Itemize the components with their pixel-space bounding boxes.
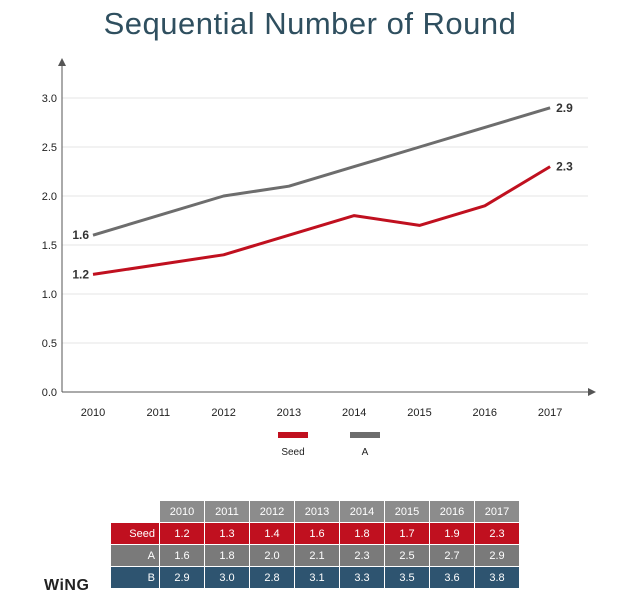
table-cell: 3.1 <box>294 566 340 589</box>
table-row-label: B <box>110 566 160 589</box>
table-cell: 3.3 <box>339 566 385 589</box>
table-header-cell: 2012 <box>249 500 295 523</box>
table-cell: 3.5 <box>384 566 430 589</box>
series-line-a <box>92 106 551 237</box>
table-header-cell: 2013 <box>294 500 340 523</box>
end-value-label: 2.3 <box>556 160 573 174</box>
table-cell: 3.8 <box>474 566 520 589</box>
table-cell: 2.0 <box>249 544 295 567</box>
y-tick-label: 1.5 <box>42 240 57 252</box>
table-header-cell: 2017 <box>474 500 520 523</box>
table-header-row: 2010 2011 2012 2013 2014 2015 2016 2017 <box>111 500 520 523</box>
y-tick-label: 2.5 <box>42 142 57 154</box>
y-tick-label: 3.0 <box>42 93 57 105</box>
y-tick-label: 1.0 <box>42 289 57 301</box>
x-tick-label: 2010 <box>81 407 105 419</box>
table-header-cell: 2011 <box>204 500 250 523</box>
table-row: A 1.6 1.8 2.0 2.1 2.3 2.5 2.7 2.9 <box>110 544 520 567</box>
x-tick-label: 2011 <box>146 407 170 419</box>
legend-label-a: A <box>362 447 369 458</box>
legend-swatch-seed <box>278 432 308 438</box>
table-cell: 3.6 <box>429 566 475 589</box>
table-header-cell: 2010 <box>159 500 205 523</box>
table-cell: 2.1 <box>294 544 340 567</box>
y-tick-label: 0.5 <box>42 338 57 350</box>
table-cell: 1.8 <box>204 544 250 567</box>
table-cell: 2.5 <box>384 544 430 567</box>
table-corner <box>111 501 160 523</box>
start-value-label: 1.2 <box>72 267 89 281</box>
table-header-cell: 2016 <box>429 500 475 523</box>
wing-logo: WiNG <box>44 577 90 594</box>
x-tick-label: 2013 <box>277 407 301 419</box>
table-header-cell: 2014 <box>339 500 385 523</box>
start-value-label: 1.6 <box>72 228 89 242</box>
table-cell: 3.0 <box>204 566 250 589</box>
table-cell: 1.6 <box>159 544 205 567</box>
table-cell: 2.9 <box>159 566 205 589</box>
data-table: 2010 2011 2012 2013 2014 2015 2016 2017 Seed 1.2… <box>110 500 520 589</box>
x-axis-arrow <box>588 388 596 396</box>
table-cell: 2.9 <box>474 544 520 567</box>
y-tick-label: 0.0 <box>42 387 57 399</box>
x-tick-label: 2012 <box>211 407 235 419</box>
legend-label-seed: Seed <box>281 447 304 458</box>
table-cell: 1.7 <box>384 522 430 545</box>
table-cell: 2.7 <box>429 544 475 567</box>
line-chart: 0.0 0.5 1.0 1.5 2.0 2.5 3.0 2010 2011 2012 2013 201… <box>42 58 596 458</box>
end-value-label: 2.9 <box>556 101 573 115</box>
table-cell: 2.8 <box>249 566 295 589</box>
table-cell: 1.4 <box>249 522 295 545</box>
table-cell: 2.3 <box>339 544 385 567</box>
x-tick-label: 2016 <box>473 407 497 419</box>
table-cell: 1.9 <box>429 522 475 545</box>
x-tick-label: 2014 <box>342 407 366 419</box>
table-cell: 1.3 <box>204 522 250 545</box>
chart-title: Sequential Number of Round <box>103 6 517 41</box>
table-header-cell: 2015 <box>384 500 430 523</box>
y-tick-label: 2.0 <box>42 191 57 203</box>
series-line-seed <box>92 165 551 276</box>
table-cell: 1.6 <box>294 522 340 545</box>
table-cell: 1.8 <box>339 522 385 545</box>
legend-swatch-a <box>350 432 380 438</box>
y-axis-arrow <box>58 58 66 66</box>
table-row: Seed 1.2 1.3 1.4 1.6 1.8 1.7 1.9 2.3 <box>110 522 520 545</box>
table-row-label: Seed <box>110 522 160 545</box>
table-cell: 1.2 <box>159 522 205 545</box>
table-cell: 2.3 <box>474 522 520 545</box>
x-tick-label: 2015 <box>407 407 431 419</box>
table-row-label: A <box>110 544 160 567</box>
x-tick-label: 2017 <box>538 407 562 419</box>
table-row: B 2.9 3.0 2.8 3.1 3.3 3.5 3.6 3.8 <box>110 566 520 589</box>
